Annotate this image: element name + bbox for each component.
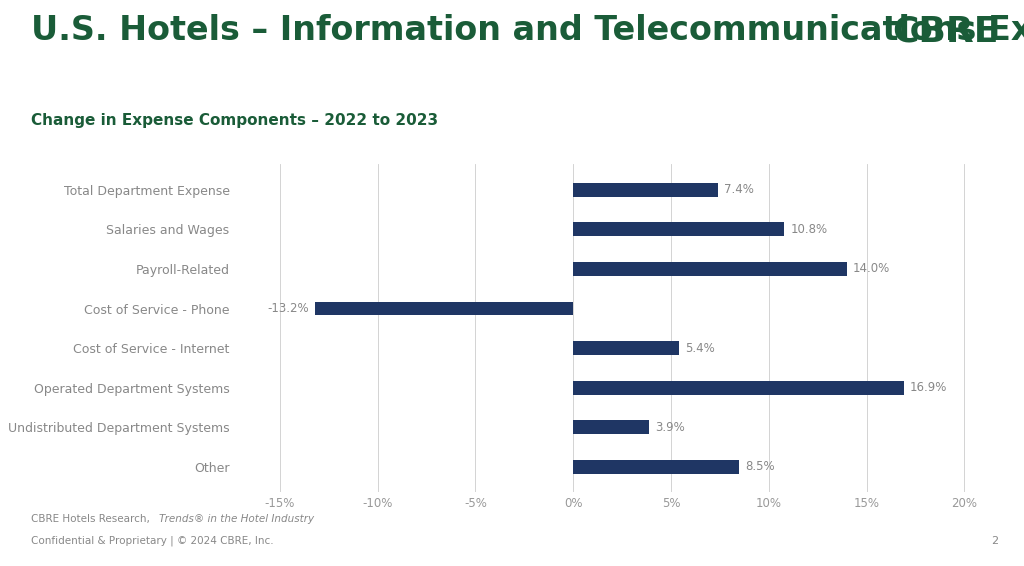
Text: 8.5%: 8.5% <box>745 460 775 473</box>
Bar <box>573 183 718 197</box>
Bar <box>315 302 573 315</box>
Text: -13.2%: -13.2% <box>267 302 309 315</box>
Text: 16.9%: 16.9% <box>909 381 947 394</box>
Text: 2: 2 <box>991 536 998 546</box>
Text: CBRE Hotels Research,: CBRE Hotels Research, <box>31 513 153 524</box>
Bar <box>573 222 784 237</box>
Text: 3.9%: 3.9% <box>655 421 685 434</box>
Text: 14.0%: 14.0% <box>853 263 890 276</box>
Text: 7.4%: 7.4% <box>724 183 754 196</box>
Text: CBRE: CBRE <box>892 14 998 48</box>
Text: 5.4%: 5.4% <box>685 341 715 354</box>
Bar <box>573 420 649 434</box>
Text: Confidential & Proprietary | © 2024 CBRE, Inc.: Confidential & Proprietary | © 2024 CBRE… <box>31 535 273 546</box>
Bar <box>573 460 739 474</box>
Bar <box>573 262 847 276</box>
Text: Change in Expense Components – 2022 to 2023: Change in Expense Components – 2022 to 2… <box>31 113 438 128</box>
Text: Trends® in the Hotel Industry: Trends® in the Hotel Industry <box>159 513 313 524</box>
Text: U.S. Hotels – Information and Telecommunications Expense: U.S. Hotels – Information and Telecommun… <box>31 14 1024 47</box>
Bar <box>573 381 904 395</box>
Text: 10.8%: 10.8% <box>791 223 827 236</box>
Bar <box>573 341 679 355</box>
